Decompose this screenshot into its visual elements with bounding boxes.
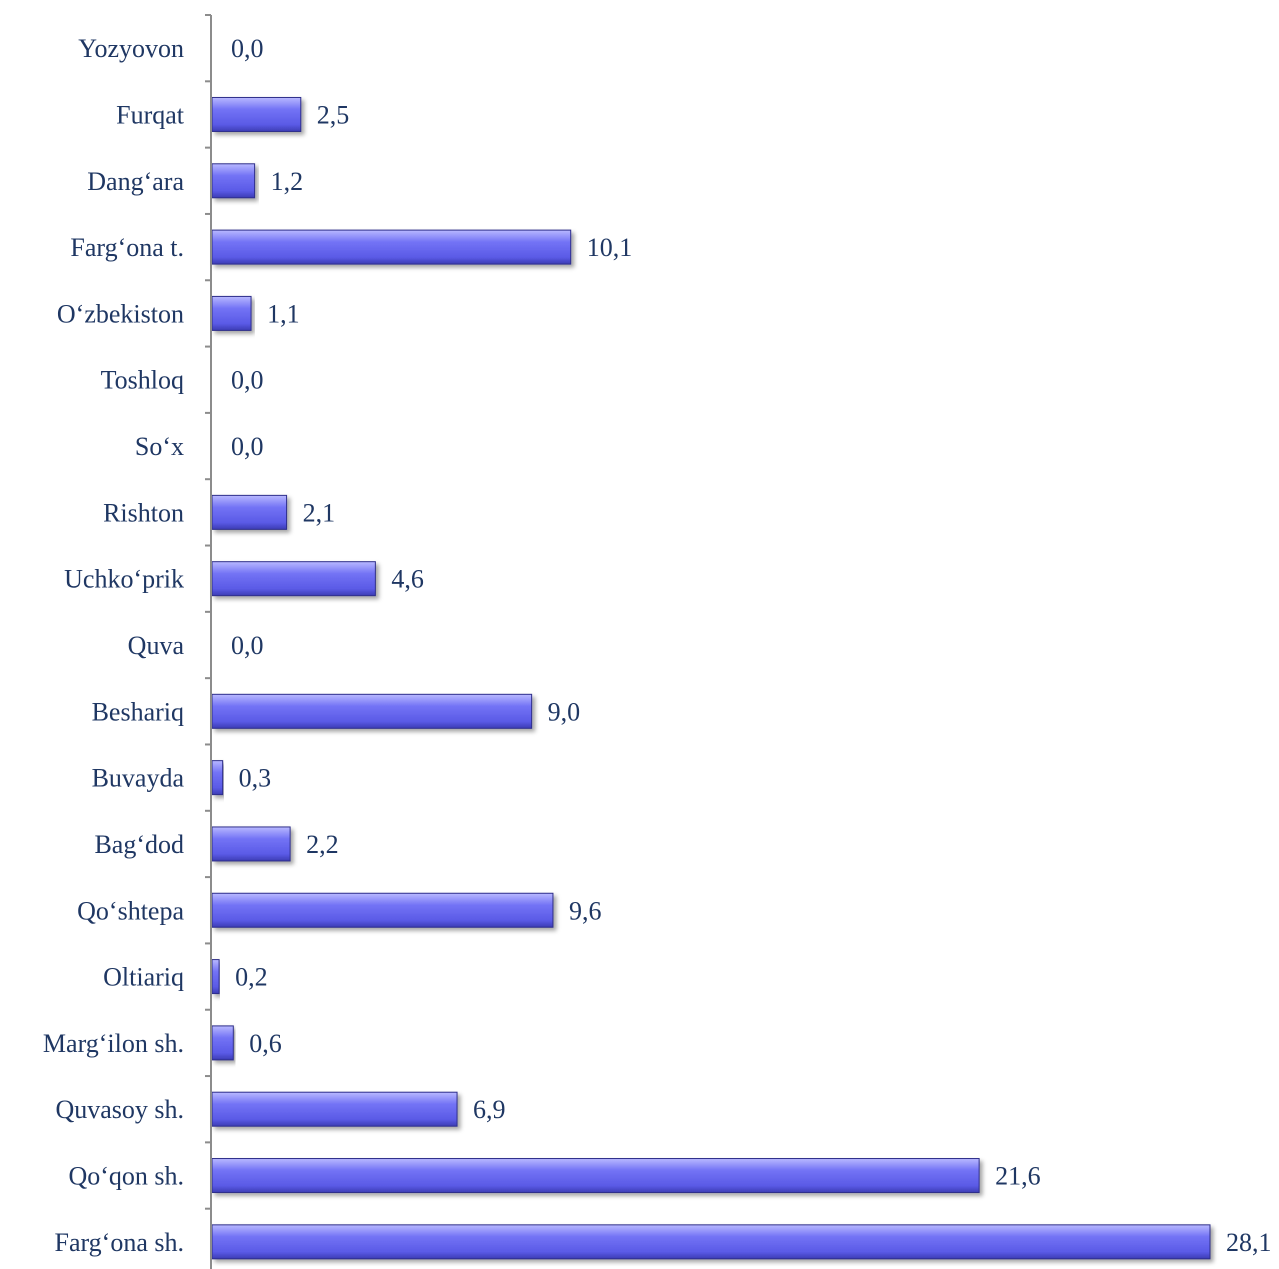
data-label: 9,6 xyxy=(569,896,602,925)
data-label: 0,3 xyxy=(239,764,271,793)
data-label: 21,6 xyxy=(995,1162,1041,1191)
data-label: 0,0 xyxy=(231,432,264,461)
data-label: 6,9 xyxy=(473,1095,506,1124)
category-label: Uchko‘prik xyxy=(64,565,184,594)
category-label: Bag‘dod xyxy=(94,830,184,859)
bar xyxy=(211,826,291,862)
data-label: 9,0 xyxy=(548,697,581,726)
data-label: 0,6 xyxy=(249,1029,282,1058)
bar xyxy=(211,1091,458,1127)
data-label: 0,0 xyxy=(231,366,264,395)
category-label: Quva xyxy=(128,631,185,660)
category-label: Dang‘ara xyxy=(87,167,184,196)
bar xyxy=(211,1224,1211,1260)
bar xyxy=(211,892,554,928)
data-label: 0,0 xyxy=(231,631,264,660)
category-label: Rishton xyxy=(103,498,184,527)
data-label: 10,1 xyxy=(587,233,633,262)
category-label: Oltiariq xyxy=(103,963,184,992)
bar xyxy=(211,561,376,597)
data-label: 1,2 xyxy=(271,167,304,196)
category-label: Quvasoy sh. xyxy=(55,1095,184,1124)
data-label: 1,1 xyxy=(267,299,300,328)
labels-layer: Farg‘ona sh. 28,1 Qo‘qon sh. 21,6 Quvasoy sh… xyxy=(43,34,1272,1257)
bar xyxy=(211,163,256,199)
category-label: Furqat xyxy=(116,100,185,129)
bar xyxy=(211,1025,234,1061)
category-label: Buvayda xyxy=(92,764,185,793)
data-label: 0,2 xyxy=(235,963,268,992)
bar xyxy=(211,96,302,132)
category-label: Beshariq xyxy=(92,697,184,726)
data-label: 2,1 xyxy=(303,498,336,527)
data-label: 2,5 xyxy=(317,100,350,129)
category-label: Qo‘shtepa xyxy=(77,896,184,925)
bar xyxy=(211,295,252,331)
category-label: O‘zbekiston xyxy=(57,299,184,328)
data-label: 0,0 xyxy=(231,34,264,63)
category-label: Yozyovon xyxy=(78,34,184,63)
bar xyxy=(211,959,220,995)
bar xyxy=(211,693,533,729)
bars-layer xyxy=(211,96,1211,1260)
category-label: Farg‘ona t. xyxy=(70,233,184,262)
data-label: 4,6 xyxy=(391,565,424,594)
category-label: Qo‘qon sh. xyxy=(68,1162,184,1191)
bar xyxy=(211,494,288,530)
category-label: Farg‘ona sh. xyxy=(54,1228,184,1257)
data-label: 2,2 xyxy=(306,830,339,859)
category-label: Toshloq xyxy=(101,366,184,395)
bar xyxy=(211,760,224,796)
bar xyxy=(211,1158,980,1194)
bar xyxy=(211,229,572,265)
category-label: Marg‘ilon sh. xyxy=(43,1029,184,1058)
category-label: So‘x xyxy=(135,432,184,461)
data-label: 28,1 xyxy=(1226,1228,1272,1257)
